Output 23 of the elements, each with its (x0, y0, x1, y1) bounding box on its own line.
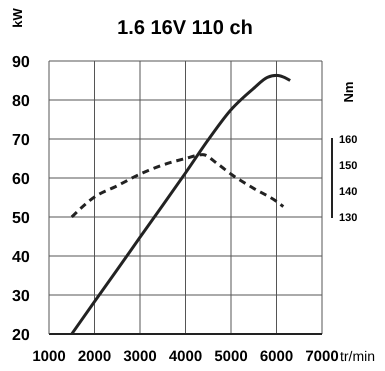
x-tick-label: 1000 (32, 348, 66, 365)
chart-title: 1.6 16V 110 ch (117, 17, 253, 39)
y-tick-label: 50 (12, 210, 30, 227)
x-tick-label: 7000 (305, 348, 339, 365)
y-tick-label: 30 (12, 288, 30, 305)
x-tick-label: 5000 (214, 348, 248, 365)
y-tick-label: 60 (12, 171, 30, 188)
y-tick-label: 80 (12, 93, 30, 110)
y-tick-label: 20 (12, 327, 30, 344)
x-tick-label: 2000 (78, 348, 112, 365)
y-tick-label: 40 (12, 249, 30, 266)
x-tick-label: 4000 (168, 348, 202, 365)
x-axis-title: tr/min (340, 348, 375, 364)
y2-tick-label: 130 (339, 212, 358, 224)
y-tick-label: 90 (12, 54, 30, 71)
y2-tick-label: 140 (339, 186, 358, 198)
y2-axis-title: Nm (341, 82, 356, 102)
y2-tick-label: 160 (339, 134, 358, 146)
y-tick-label: 70 (12, 132, 30, 149)
y2-tick-label: 150 (339, 160, 358, 172)
y-axis-title: kW (10, 8, 25, 28)
x-tick-label: 6000 (260, 348, 294, 365)
x-tick-label: 3000 (123, 348, 157, 365)
